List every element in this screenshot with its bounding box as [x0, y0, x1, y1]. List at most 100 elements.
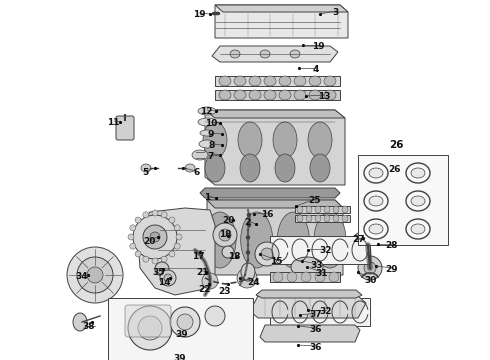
Ellipse shape: [249, 76, 261, 86]
Ellipse shape: [314, 212, 346, 268]
Ellipse shape: [141, 164, 151, 172]
Ellipse shape: [241, 278, 245, 282]
Bar: [270, 298, 370, 326]
FancyBboxPatch shape: [215, 76, 340, 86]
Ellipse shape: [198, 107, 216, 115]
Ellipse shape: [73, 313, 87, 331]
Text: 20: 20: [143, 237, 155, 246]
Ellipse shape: [364, 262, 376, 274]
Ellipse shape: [342, 206, 348, 213]
Ellipse shape: [324, 90, 336, 100]
Text: 5: 5: [142, 168, 148, 177]
Text: 14: 14: [158, 278, 171, 287]
Ellipse shape: [174, 225, 180, 231]
Polygon shape: [205, 110, 345, 118]
Ellipse shape: [273, 122, 297, 158]
Ellipse shape: [240, 154, 260, 182]
Text: 30: 30: [364, 276, 376, 285]
Ellipse shape: [315, 206, 321, 213]
Ellipse shape: [170, 307, 200, 337]
Ellipse shape: [67, 247, 123, 303]
Text: 18: 18: [219, 230, 231, 239]
Ellipse shape: [315, 215, 321, 222]
Ellipse shape: [324, 76, 336, 86]
Ellipse shape: [277, 212, 309, 268]
Ellipse shape: [329, 272, 339, 282]
Ellipse shape: [128, 306, 172, 350]
Ellipse shape: [135, 217, 141, 223]
Ellipse shape: [279, 90, 291, 100]
Text: 4: 4: [313, 65, 319, 74]
Text: 24: 24: [247, 278, 260, 287]
Ellipse shape: [133, 215, 177, 259]
Ellipse shape: [333, 215, 339, 222]
Ellipse shape: [199, 140, 215, 148]
Text: 32: 32: [319, 307, 332, 316]
Text: 7: 7: [207, 152, 213, 161]
Ellipse shape: [309, 90, 321, 100]
Ellipse shape: [143, 256, 149, 262]
Ellipse shape: [291, 257, 323, 277]
Ellipse shape: [138, 316, 162, 340]
Text: 9: 9: [207, 130, 213, 139]
FancyBboxPatch shape: [295, 206, 350, 213]
Text: 26: 26: [389, 140, 403, 150]
FancyBboxPatch shape: [125, 305, 171, 337]
Ellipse shape: [297, 206, 303, 213]
Text: 3: 3: [332, 8, 338, 17]
Text: 20: 20: [222, 216, 234, 225]
Ellipse shape: [306, 206, 312, 213]
Ellipse shape: [310, 154, 330, 182]
Text: 36: 36: [309, 343, 321, 352]
FancyBboxPatch shape: [116, 116, 134, 140]
Ellipse shape: [152, 258, 158, 264]
Text: 36: 36: [309, 325, 321, 334]
Ellipse shape: [287, 272, 297, 282]
Ellipse shape: [161, 212, 167, 218]
Ellipse shape: [234, 76, 246, 86]
Ellipse shape: [143, 212, 149, 218]
Ellipse shape: [369, 196, 383, 206]
Ellipse shape: [230, 50, 240, 58]
Ellipse shape: [77, 257, 113, 293]
Ellipse shape: [275, 154, 295, 182]
Ellipse shape: [306, 215, 312, 222]
Bar: [270, 272, 340, 282]
Ellipse shape: [238, 122, 262, 158]
Ellipse shape: [143, 225, 167, 249]
Text: 25: 25: [308, 196, 320, 205]
Text: 39: 39: [173, 354, 186, 360]
Text: 39: 39: [175, 330, 188, 339]
Text: 19: 19: [193, 10, 206, 19]
Ellipse shape: [192, 150, 208, 160]
Polygon shape: [207, 200, 343, 275]
Ellipse shape: [205, 154, 225, 182]
Ellipse shape: [130, 243, 136, 249]
Ellipse shape: [213, 223, 237, 247]
Ellipse shape: [130, 225, 136, 231]
Ellipse shape: [185, 164, 195, 172]
Ellipse shape: [204, 212, 236, 268]
Ellipse shape: [247, 213, 251, 217]
Ellipse shape: [203, 122, 227, 158]
Text: 19: 19: [312, 42, 325, 51]
Ellipse shape: [152, 210, 158, 216]
Polygon shape: [207, 200, 343, 208]
Text: 17: 17: [192, 252, 205, 261]
Polygon shape: [138, 208, 215, 295]
Ellipse shape: [249, 90, 261, 100]
Polygon shape: [215, 5, 348, 38]
Ellipse shape: [261, 248, 273, 260]
Ellipse shape: [324, 215, 330, 222]
Ellipse shape: [241, 263, 255, 281]
Text: 28: 28: [385, 241, 397, 250]
Ellipse shape: [255, 242, 279, 266]
Ellipse shape: [333, 206, 339, 213]
Ellipse shape: [369, 224, 383, 234]
Text: 27: 27: [352, 235, 365, 244]
Text: 11: 11: [107, 118, 120, 127]
Ellipse shape: [245, 266, 248, 270]
Text: 34: 34: [75, 272, 88, 281]
Ellipse shape: [205, 306, 225, 326]
Polygon shape: [200, 188, 340, 198]
